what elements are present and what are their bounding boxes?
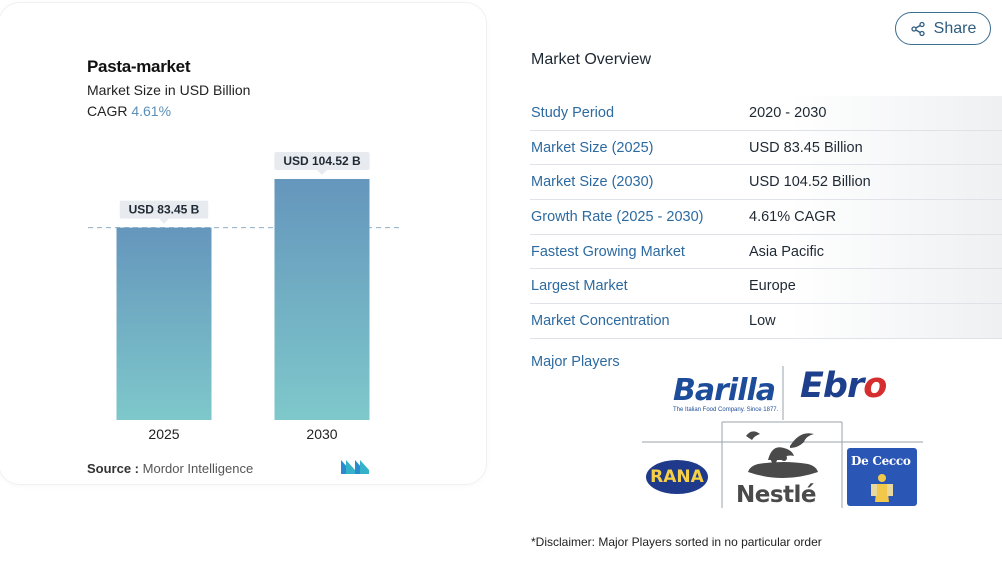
barilla-tagline: The Italian Food Company. Since 1877. bbox=[673, 407, 779, 413]
overview-row-market-size-2025: Market Size (2025) USD 83.45 Billion bbox=[530, 130, 1002, 166]
overview-value: USD 104.52 Billion bbox=[749, 174, 871, 191]
barilla-logo: Barilla bbox=[673, 373, 776, 408]
source-label: Source : bbox=[87, 461, 140, 476]
chart-cagr: CAGR 4.61% bbox=[87, 103, 171, 119]
data-label-bg bbox=[274, 152, 370, 170]
cagr-value: 4.61% bbox=[131, 103, 172, 119]
data-label-bg bbox=[119, 200, 209, 219]
data-label-pointer bbox=[317, 170, 327, 175]
overview-key[interactable]: Market Size (2025) bbox=[531, 139, 654, 156]
share-icon bbox=[910, 21, 925, 36]
overview-value: 4.61% CAGR bbox=[749, 208, 837, 225]
disclaimer-text: *Disclaimer: Major Players sorted in no … bbox=[531, 535, 822, 549]
share-button[interactable]: Share bbox=[895, 12, 991, 45]
dececco-logo: De Cecco bbox=[847, 448, 917, 506]
overview-row-largest-market: Largest Market Europe bbox=[530, 269, 1002, 305]
rana-logo: RANA bbox=[646, 460, 708, 494]
overview-row-growth-rate: Growth Rate (2025 - 2030) 4.61% CAGR bbox=[530, 200, 1002, 235]
overview-value: Low bbox=[749, 312, 776, 329]
overview-key[interactable]: Study Period bbox=[531, 104, 615, 121]
overview-row-concentration: Market Concentration Low bbox=[530, 304, 1002, 339]
x-tick-label: 2025 bbox=[148, 426, 179, 442]
overview-key[interactable]: Market Concentration bbox=[531, 312, 670, 329]
overview-table: Study Period 2020 - 2030 Market Size (20… bbox=[530, 96, 1002, 339]
overview-value: Europe bbox=[749, 278, 796, 295]
overview-row-study-period: Study Period 2020 - 2030 bbox=[530, 96, 1002, 131]
bar-2025 bbox=[116, 227, 212, 420]
bar-chart: USD 83.45 B 2025 USD 104.52 B 2030 bbox=[88, 152, 403, 442]
data-label-pointer bbox=[159, 218, 169, 224]
x-tick-label: 2030 bbox=[306, 426, 337, 442]
nestle-logo: Nestlé bbox=[736, 482, 817, 508]
logo-grid-lines bbox=[642, 366, 923, 508]
chart-source: Source : Mordor Intelligence bbox=[87, 461, 253, 476]
overview-value: Asia Pacific bbox=[749, 243, 824, 260]
bar-2030 bbox=[274, 179, 370, 420]
overview-value: USD 83.45 Billion bbox=[749, 139, 863, 156]
major-players-label[interactable]: Major Players bbox=[531, 354, 620, 370]
chart-subtitle: Market Size in USD Billion bbox=[87, 82, 251, 98]
ebro-logo: Ebro bbox=[800, 366, 887, 406]
chart-card bbox=[0, 2, 487, 485]
source-value: Mordor Intelligence bbox=[142, 461, 254, 476]
overview-title: Market Overview bbox=[531, 51, 652, 68]
data-label: USD 104.52 B bbox=[283, 154, 361, 168]
cagr-label: CAGR bbox=[87, 103, 128, 119]
overview-row-market-size-2030: Market Size (2030) USD 104.52 Billion bbox=[530, 165, 1002, 201]
overview-key[interactable]: Market Size (2030) bbox=[531, 174, 654, 191]
dececco-figure-icon bbox=[871, 474, 893, 502]
mordor-intelligence-logo-icon bbox=[341, 460, 369, 474]
major-players-logos: Barilla The Italian Food Company. Since … bbox=[640, 360, 925, 515]
chart-title: Pasta-market bbox=[87, 57, 191, 76]
overview-key[interactable]: Largest Market bbox=[531, 278, 628, 295]
overview-key[interactable]: Fastest Growing Market bbox=[531, 243, 685, 260]
overview-row-fastest-growing: Fastest Growing Market Asia Pacific bbox=[530, 234, 1002, 270]
share-label: Share bbox=[933, 19, 977, 37]
nestle-nest-icon bbox=[746, 431, 818, 478]
data-label: USD 83.45 B bbox=[129, 203, 200, 217]
overview-key[interactable]: Growth Rate (2025 - 2030) bbox=[531, 208, 704, 225]
dececco-name: De Cecco bbox=[851, 454, 911, 468]
overview-value: 2020 - 2030 bbox=[749, 104, 827, 121]
